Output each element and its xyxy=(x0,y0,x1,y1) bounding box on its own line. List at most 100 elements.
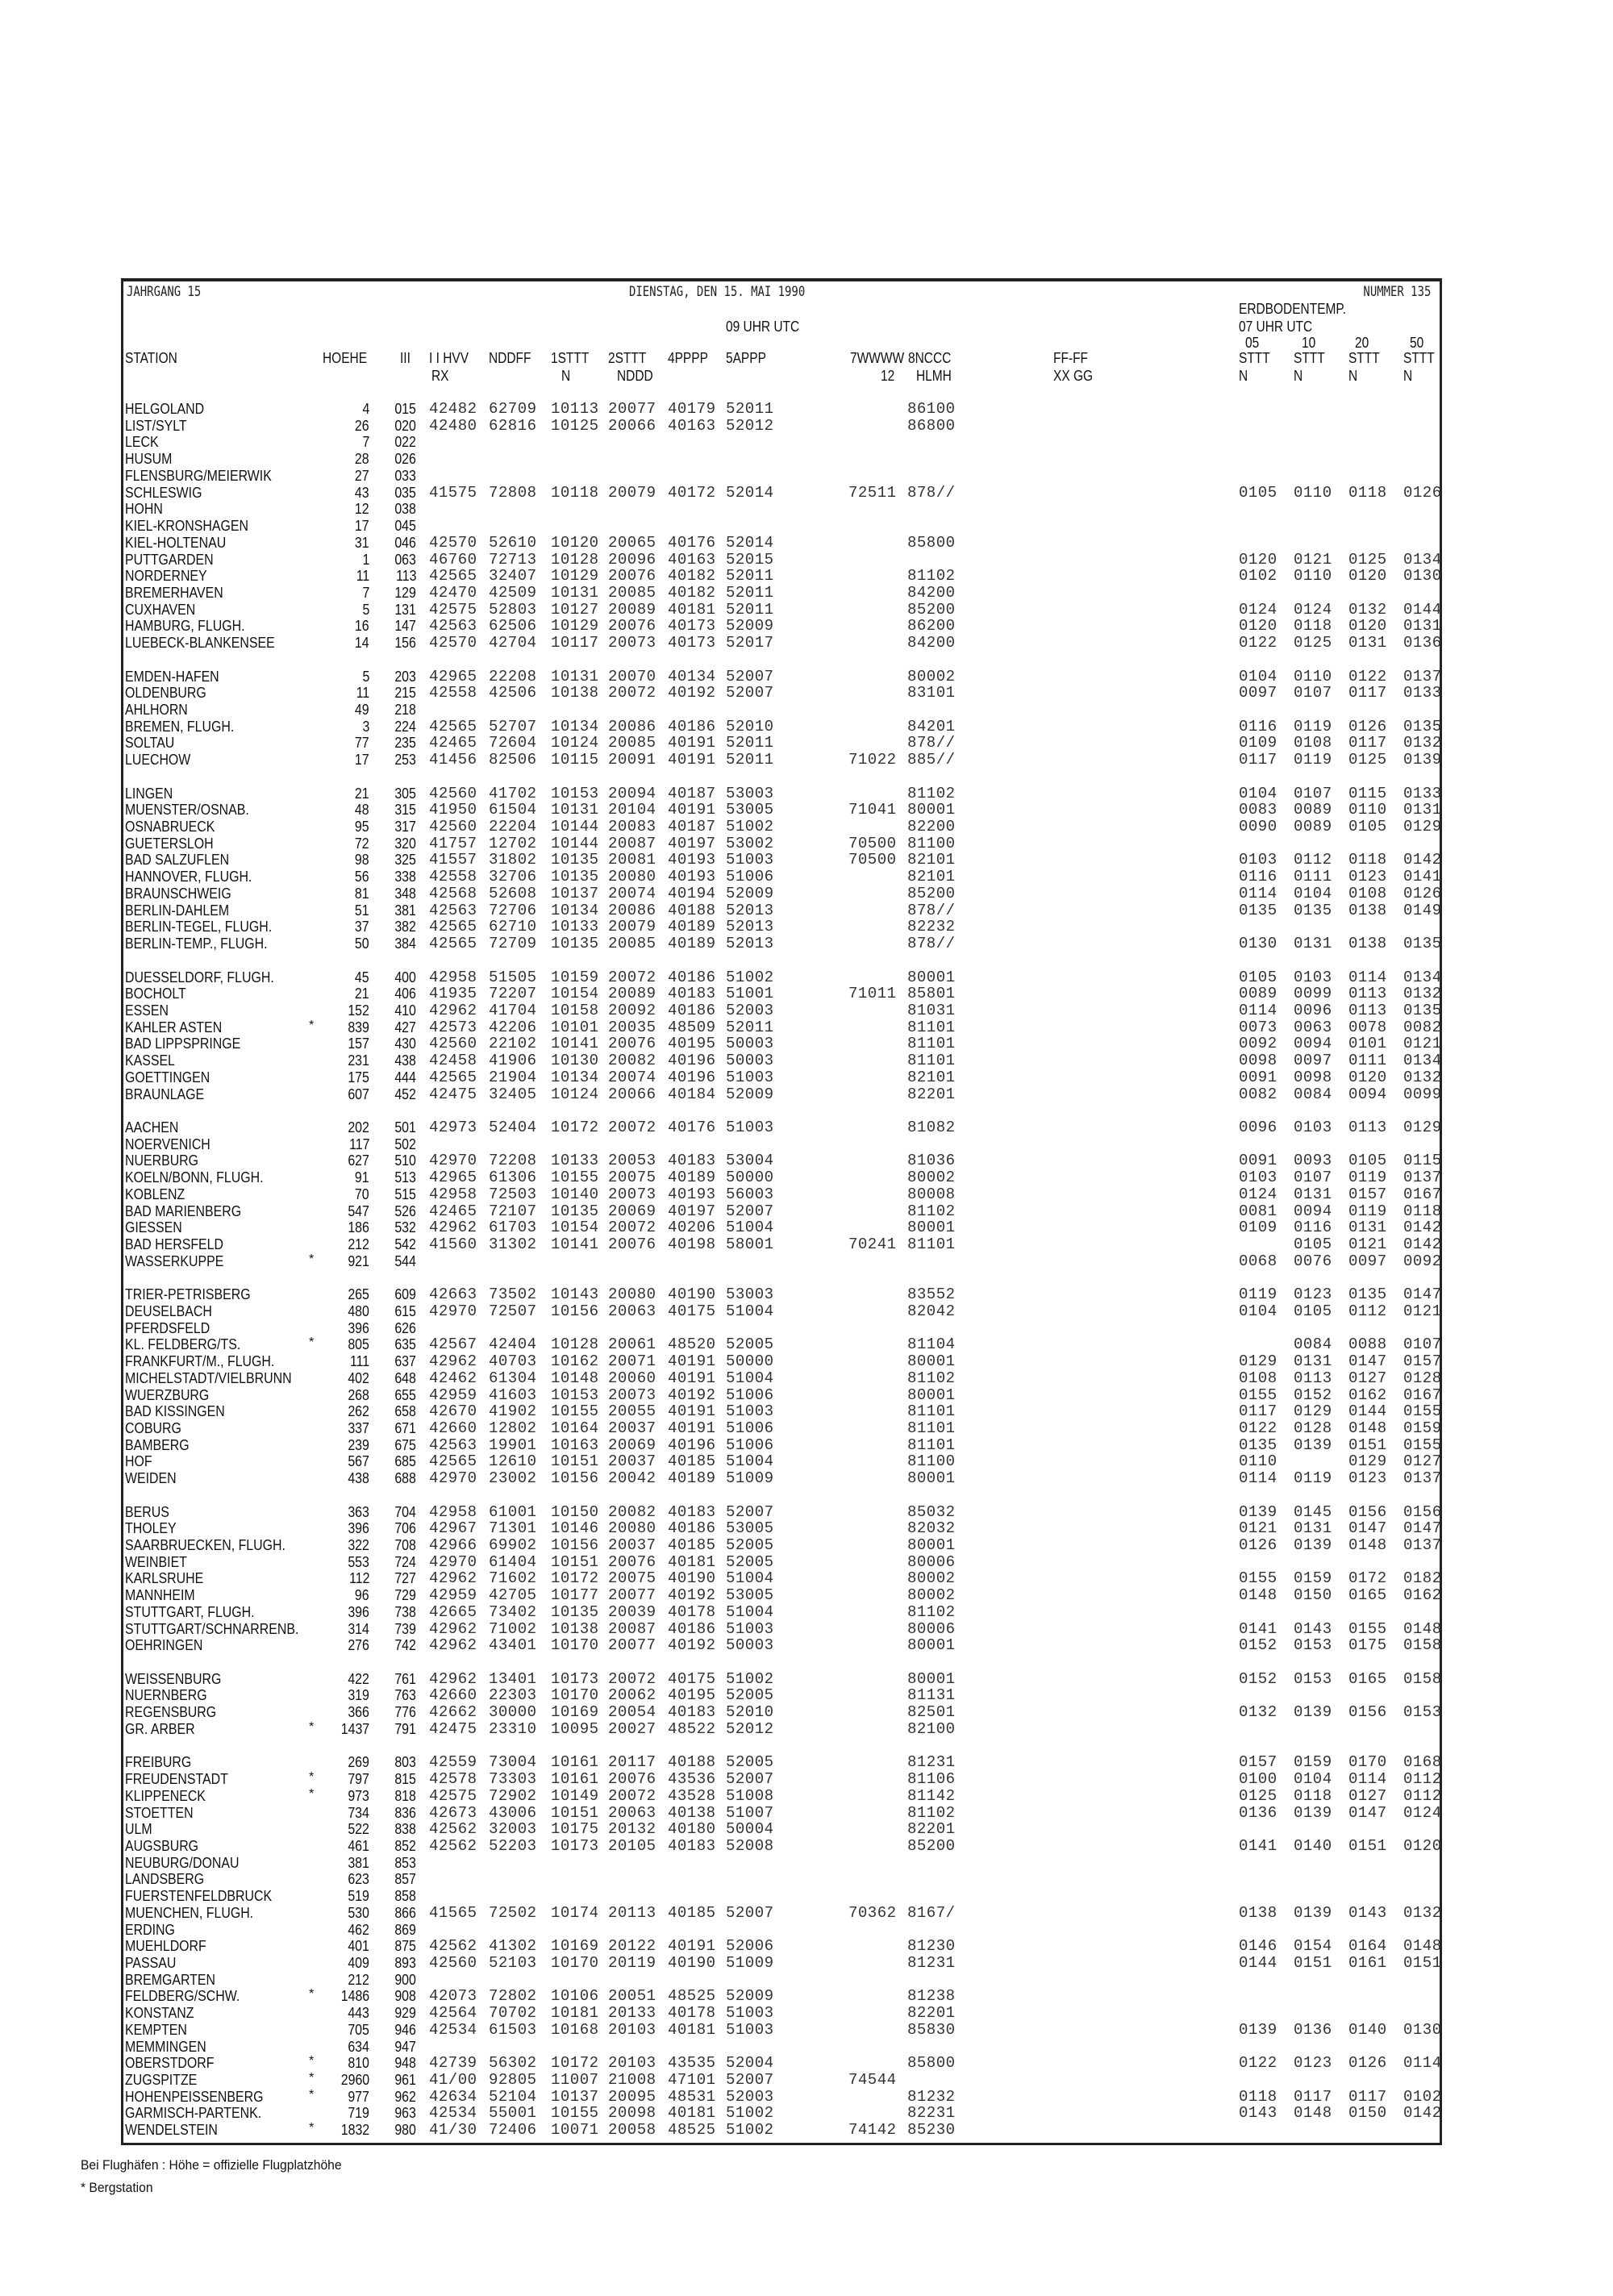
code-n8: 81102 xyxy=(907,1202,956,1220)
station-name: BERLIN-DAHLEM xyxy=(125,901,230,919)
soil-temp-05: 0100 xyxy=(1239,1770,1277,1788)
soil-temp-20: 0143 xyxy=(1348,1903,1387,1922)
code-a5: 53005 xyxy=(726,801,774,819)
code-iihvv: 42568 xyxy=(429,884,477,902)
soil-temp-05: 0155 xyxy=(1239,1569,1277,1588)
code-nddff: 72802 xyxy=(489,1987,537,2006)
station-name: NUERNBERG xyxy=(125,1686,207,1704)
station-name: BRAUNSCHWEIG xyxy=(125,884,231,902)
issue-date: DIENSTAG, DEN 15. MAI 1990 xyxy=(629,284,806,300)
code-iihvv: 42570 xyxy=(429,533,477,552)
code-iihvv: 42562 xyxy=(429,1937,477,1956)
soil-temp-50: 0168 xyxy=(1403,1753,1442,1772)
code-s2: 20072 xyxy=(608,1219,656,1237)
station-id: 727 xyxy=(394,1569,416,1587)
code-s2: 20133 xyxy=(608,2004,656,2023)
code-a5: 53003 xyxy=(726,1286,774,1304)
code-s2: 20086 xyxy=(608,717,656,735)
soil-temp-50: 0082 xyxy=(1403,1018,1442,1036)
code-iihvv: 42565 xyxy=(429,717,477,735)
soil-temp-05: 0116 xyxy=(1239,868,1277,886)
code-nddff: 52104 xyxy=(489,2087,537,2106)
soil-temp-50: 0121 xyxy=(1403,1035,1442,1053)
soil-temp-05: 0122 xyxy=(1239,1419,1277,1437)
station-id: 400 xyxy=(394,968,416,985)
code-s1: 10155 xyxy=(551,2104,599,2123)
code-a5: 52009 xyxy=(726,1085,774,1103)
station-height: 81 xyxy=(355,884,369,902)
code-nddff: 43006 xyxy=(489,1803,537,1822)
code-n8: 80001 xyxy=(907,968,956,986)
soil-temp-10: 0151 xyxy=(1294,1954,1332,1972)
code-iihvv: 42665 xyxy=(429,1602,477,1621)
station-height: 212 xyxy=(348,1970,369,1988)
code-s1: 10144 xyxy=(551,834,599,852)
station-id: 510 xyxy=(394,1152,416,1169)
soil-temp-05: 0125 xyxy=(1239,1786,1277,1805)
code-a5: 51009 xyxy=(726,1469,774,1488)
code-nddff: 72706 xyxy=(489,901,537,919)
code-s1: 10137 xyxy=(551,884,599,902)
code-n8: 81104 xyxy=(907,1336,956,1354)
code-a5: 53005 xyxy=(726,1519,774,1538)
code-nddff: 12610 xyxy=(489,1452,537,1471)
station-name: NOERVENICH xyxy=(125,1135,210,1152)
station-id: 305 xyxy=(394,784,416,802)
code-s1: 10113 xyxy=(551,400,599,418)
soil-temp-10: 0118 xyxy=(1294,1786,1332,1805)
code-a5: 52014 xyxy=(726,483,774,502)
soil-temp-20: 0122 xyxy=(1348,667,1387,685)
code-s2: 20072 xyxy=(608,1786,656,1805)
code-nddff: 62710 xyxy=(489,918,537,936)
station-id: 129 xyxy=(394,583,416,601)
soil-temp-10: 0118 xyxy=(1294,617,1332,635)
code-p4: 40193 xyxy=(668,868,716,886)
soil-temp-50: 0132 xyxy=(1403,1068,1442,1086)
code-iihvv: 42558 xyxy=(429,868,477,886)
station-id: 706 xyxy=(394,1519,416,1537)
station-name: LANDSBERG xyxy=(125,1870,205,1888)
station-height: 734 xyxy=(348,1803,369,1821)
code-s1: 10124 xyxy=(551,734,599,752)
station-name: KLIPPENECK xyxy=(125,1786,206,1804)
code-p4: 40186 xyxy=(668,1619,716,1638)
soil-temp-50: 0137 xyxy=(1403,1469,1442,1488)
code-nddff: 71002 xyxy=(489,1619,537,1638)
code-s2: 20037 xyxy=(608,1419,656,1437)
soil-temp-20: 0126 xyxy=(1348,717,1387,735)
station-height: 157 xyxy=(348,1035,369,1052)
code-n8: 81102 xyxy=(907,784,956,802)
code-iihvv: 41950 xyxy=(429,801,477,819)
soil-temp-10: 0139 xyxy=(1294,1703,1332,1722)
soil-temp-05: 0114 xyxy=(1239,884,1277,902)
soil-temp-20: 0161 xyxy=(1348,1954,1387,1972)
soil-temp-10: 0145 xyxy=(1294,1502,1332,1521)
station-name: KAHLER ASTEN xyxy=(125,1018,223,1035)
station-name: GR. ARBER xyxy=(125,1719,195,1737)
code-s2: 20035 xyxy=(608,1018,656,1036)
code-s2: 20092 xyxy=(608,1001,656,1019)
soil-temp-50: 0120 xyxy=(1403,1836,1442,1855)
station-height: 28 xyxy=(355,450,369,468)
soil-temp-05: 0124 xyxy=(1239,600,1277,619)
station-id: 929 xyxy=(394,2004,416,2022)
station-height: 322 xyxy=(348,1536,369,1553)
code-a5: 51002 xyxy=(726,1669,774,1688)
station-id: 708 xyxy=(394,1536,416,1553)
code-a5: 52010 xyxy=(726,717,774,735)
col-8nccc: 8NCCC xyxy=(908,350,952,366)
soil-temp-20: 0120 xyxy=(1348,567,1387,585)
soil-temp-10: 0123 xyxy=(1294,1286,1332,1304)
code-p4: 40190 xyxy=(668,1286,716,1304)
soil-temp-50: 0155 xyxy=(1403,1436,1442,1454)
code-p4: 40175 xyxy=(668,1302,716,1320)
code-p4: 40181 xyxy=(668,2020,716,2039)
code-n8: 80008 xyxy=(907,1185,956,1203)
code-iihvv: 42966 xyxy=(429,1536,477,1554)
code-iihvv: 42465 xyxy=(429,1202,477,1220)
code-p4: 40194 xyxy=(668,884,716,902)
code-a5: 52012 xyxy=(726,1719,774,1738)
code-nddff: 72709 xyxy=(489,935,537,952)
bergstation-mark: * xyxy=(309,1770,315,1784)
soil-temp-05: 0121 xyxy=(1239,1519,1277,1538)
